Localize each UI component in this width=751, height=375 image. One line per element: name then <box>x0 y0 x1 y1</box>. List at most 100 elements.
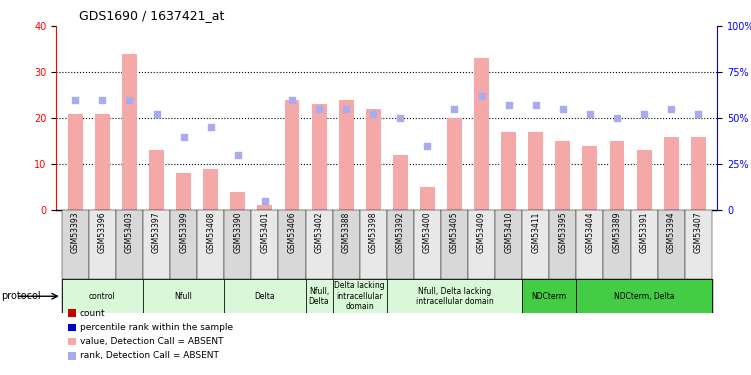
Text: GSM53395: GSM53395 <box>558 211 567 253</box>
Bar <box>658 210 685 279</box>
Point <box>340 106 352 112</box>
Bar <box>664 136 679 210</box>
Bar <box>387 210 414 279</box>
Bar <box>610 141 624 210</box>
Point <box>584 111 596 117</box>
Text: Delta: Delta <box>255 292 275 301</box>
Bar <box>549 210 576 279</box>
Bar <box>258 206 273 210</box>
Text: GSM53405: GSM53405 <box>450 211 459 253</box>
Bar <box>143 279 225 313</box>
Bar <box>231 192 246 210</box>
Text: GSM53392: GSM53392 <box>396 211 405 253</box>
Text: NDCterm: NDCterm <box>532 292 567 301</box>
Bar <box>522 210 549 279</box>
Point <box>475 93 487 99</box>
Bar <box>285 100 300 210</box>
Bar <box>556 141 570 210</box>
Point <box>665 106 677 112</box>
Bar <box>225 279 306 313</box>
Text: rank, Detection Call = ABSENT: rank, Detection Call = ABSENT <box>80 351 219 360</box>
Text: GSM53410: GSM53410 <box>504 211 513 253</box>
Bar <box>691 136 706 210</box>
Point <box>313 106 325 112</box>
Text: count: count <box>80 309 105 318</box>
Bar <box>360 210 387 279</box>
Text: GSM53390: GSM53390 <box>234 211 243 253</box>
Point <box>421 143 433 149</box>
Bar <box>333 210 360 279</box>
Text: GSM53406: GSM53406 <box>288 211 297 253</box>
Bar <box>387 279 522 313</box>
Bar <box>95 114 110 210</box>
Bar <box>176 173 191 210</box>
Point <box>69 97 81 103</box>
Text: GSM53393: GSM53393 <box>71 211 80 253</box>
Bar <box>252 210 279 279</box>
Bar <box>631 210 658 279</box>
Bar <box>68 114 83 210</box>
Point <box>96 97 108 103</box>
Bar <box>306 279 333 313</box>
Point <box>611 115 623 121</box>
Bar <box>393 155 408 210</box>
Bar <box>279 210 306 279</box>
Point <box>394 115 406 121</box>
Bar <box>366 109 381 210</box>
Bar <box>528 132 543 210</box>
Bar <box>89 210 116 279</box>
Text: GSM53403: GSM53403 <box>125 211 134 253</box>
Bar <box>604 210 631 279</box>
Point <box>259 198 271 204</box>
Text: Delta lacking
intracellular
domain: Delta lacking intracellular domain <box>334 281 385 311</box>
Bar <box>583 146 597 210</box>
Bar <box>116 210 143 279</box>
Bar <box>312 104 327 210</box>
Point <box>638 111 650 117</box>
Point <box>286 97 298 103</box>
Bar <box>501 132 516 210</box>
Bar <box>62 210 89 279</box>
Text: GSM53401: GSM53401 <box>261 211 270 253</box>
Text: GSM53407: GSM53407 <box>694 211 703 253</box>
Text: percentile rank within the sample: percentile rank within the sample <box>80 323 233 332</box>
Point <box>529 102 541 108</box>
Bar <box>122 54 137 210</box>
Text: Nfull, Delta lacking
intracellular domain: Nfull, Delta lacking intracellular domai… <box>415 286 493 306</box>
Text: GSM53398: GSM53398 <box>369 211 378 253</box>
Bar <box>149 150 164 210</box>
Bar <box>576 279 712 313</box>
Text: value, Detection Call = ABSENT: value, Detection Call = ABSENT <box>80 337 223 346</box>
Text: GSM53402: GSM53402 <box>315 211 324 253</box>
Text: GSM53408: GSM53408 <box>207 211 216 253</box>
Bar <box>225 210 252 279</box>
Text: GSM53397: GSM53397 <box>152 211 161 253</box>
Bar <box>474 58 489 210</box>
Bar <box>495 210 522 279</box>
Text: NDCterm, Delta: NDCterm, Delta <box>614 292 674 301</box>
Point <box>123 97 135 103</box>
Bar <box>62 279 143 313</box>
Point <box>367 111 379 117</box>
Bar <box>420 187 435 210</box>
Text: Nfull,
Delta: Nfull, Delta <box>309 286 330 306</box>
Text: GSM53391: GSM53391 <box>640 211 649 253</box>
Bar <box>143 210 170 279</box>
Text: GSM53404: GSM53404 <box>585 211 594 253</box>
Point <box>502 102 514 108</box>
Bar <box>468 210 495 279</box>
Point <box>178 134 190 140</box>
Text: GDS1690 / 1637421_at: GDS1690 / 1637421_at <box>79 9 225 22</box>
Point <box>150 111 162 117</box>
Bar <box>339 100 354 210</box>
Point <box>448 106 460 112</box>
Bar <box>333 279 387 313</box>
Bar <box>170 210 198 279</box>
Point <box>556 106 569 112</box>
Text: GSM53409: GSM53409 <box>477 211 486 253</box>
Point <box>232 152 244 158</box>
Bar <box>306 210 333 279</box>
Text: GSM53388: GSM53388 <box>342 211 351 253</box>
Bar <box>637 150 652 210</box>
Text: Nfull: Nfull <box>175 292 192 301</box>
